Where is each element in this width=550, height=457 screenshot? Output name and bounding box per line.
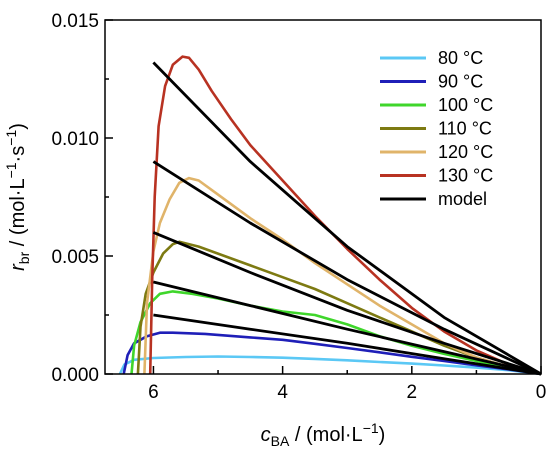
x-axis-label-unit: / (mol·L <box>289 424 362 446</box>
x-axis-label: cBA / (mol·L−1) <box>261 420 386 449</box>
x-axis-label-sup: −1 <box>363 420 379 436</box>
x-tick-label: 6 <box>148 382 159 403</box>
model-line-1 <box>152 160 542 376</box>
y-axis-label-sup1: −1 <box>3 162 19 178</box>
y-tick-label: 0.010 <box>51 129 99 150</box>
model-line-3 <box>153 280 542 376</box>
y-axis-ticks: 0.000 0.005 0.010 0.015 <box>51 11 113 386</box>
y-axis-label-sup2: −1 <box>3 130 19 146</box>
y-axis-label-close: ) <box>7 123 29 130</box>
legend-label-3: 110 °C <box>438 119 492 139</box>
y-tick-label: 0.015 <box>51 11 99 32</box>
x-tick-label: 2 <box>407 382 418 403</box>
model-line-4 <box>153 313 542 376</box>
y-tick-label: 0.000 <box>51 365 99 386</box>
model-line-0 <box>152 61 542 376</box>
model-curves <box>152 61 542 376</box>
legend-label-0: 80 °C <box>438 48 483 68</box>
legend-label-6: model <box>438 189 487 209</box>
x-axis-label-sub: BA <box>271 433 290 449</box>
x-tick-label: 4 <box>277 382 288 403</box>
y-axis-label-main: r <box>7 263 29 271</box>
legend-label-4: 120 °C <box>438 142 493 162</box>
legend-label-5: 130 °C <box>438 166 493 186</box>
x-axis-ticks: 6 4 2 0 <box>148 366 546 403</box>
x-axis-label-close: ) <box>379 424 386 446</box>
legend-label-1: 90 °C <box>438 72 483 92</box>
series-line-1 <box>122 331 542 376</box>
y-axis-label-unit: / (mol·L <box>7 178 29 251</box>
legend: 80 °C 90 °C 100 °C 110 °C 120 °C 130 °C model <box>380 48 493 209</box>
y-tick-label: 0.005 <box>51 247 99 268</box>
x-axis-label-main: c <box>261 424 271 446</box>
y-axis-label-sub: br <box>16 251 32 264</box>
y-axis-label-mid: ·s <box>7 146 29 163</box>
x-tick-label: 0 <box>536 382 547 403</box>
legend-label-2: 100 °C <box>438 95 493 115</box>
model-line-2 <box>152 231 542 376</box>
y-axis-label: rbr / (mol·L−1·s−1) <box>3 123 32 271</box>
